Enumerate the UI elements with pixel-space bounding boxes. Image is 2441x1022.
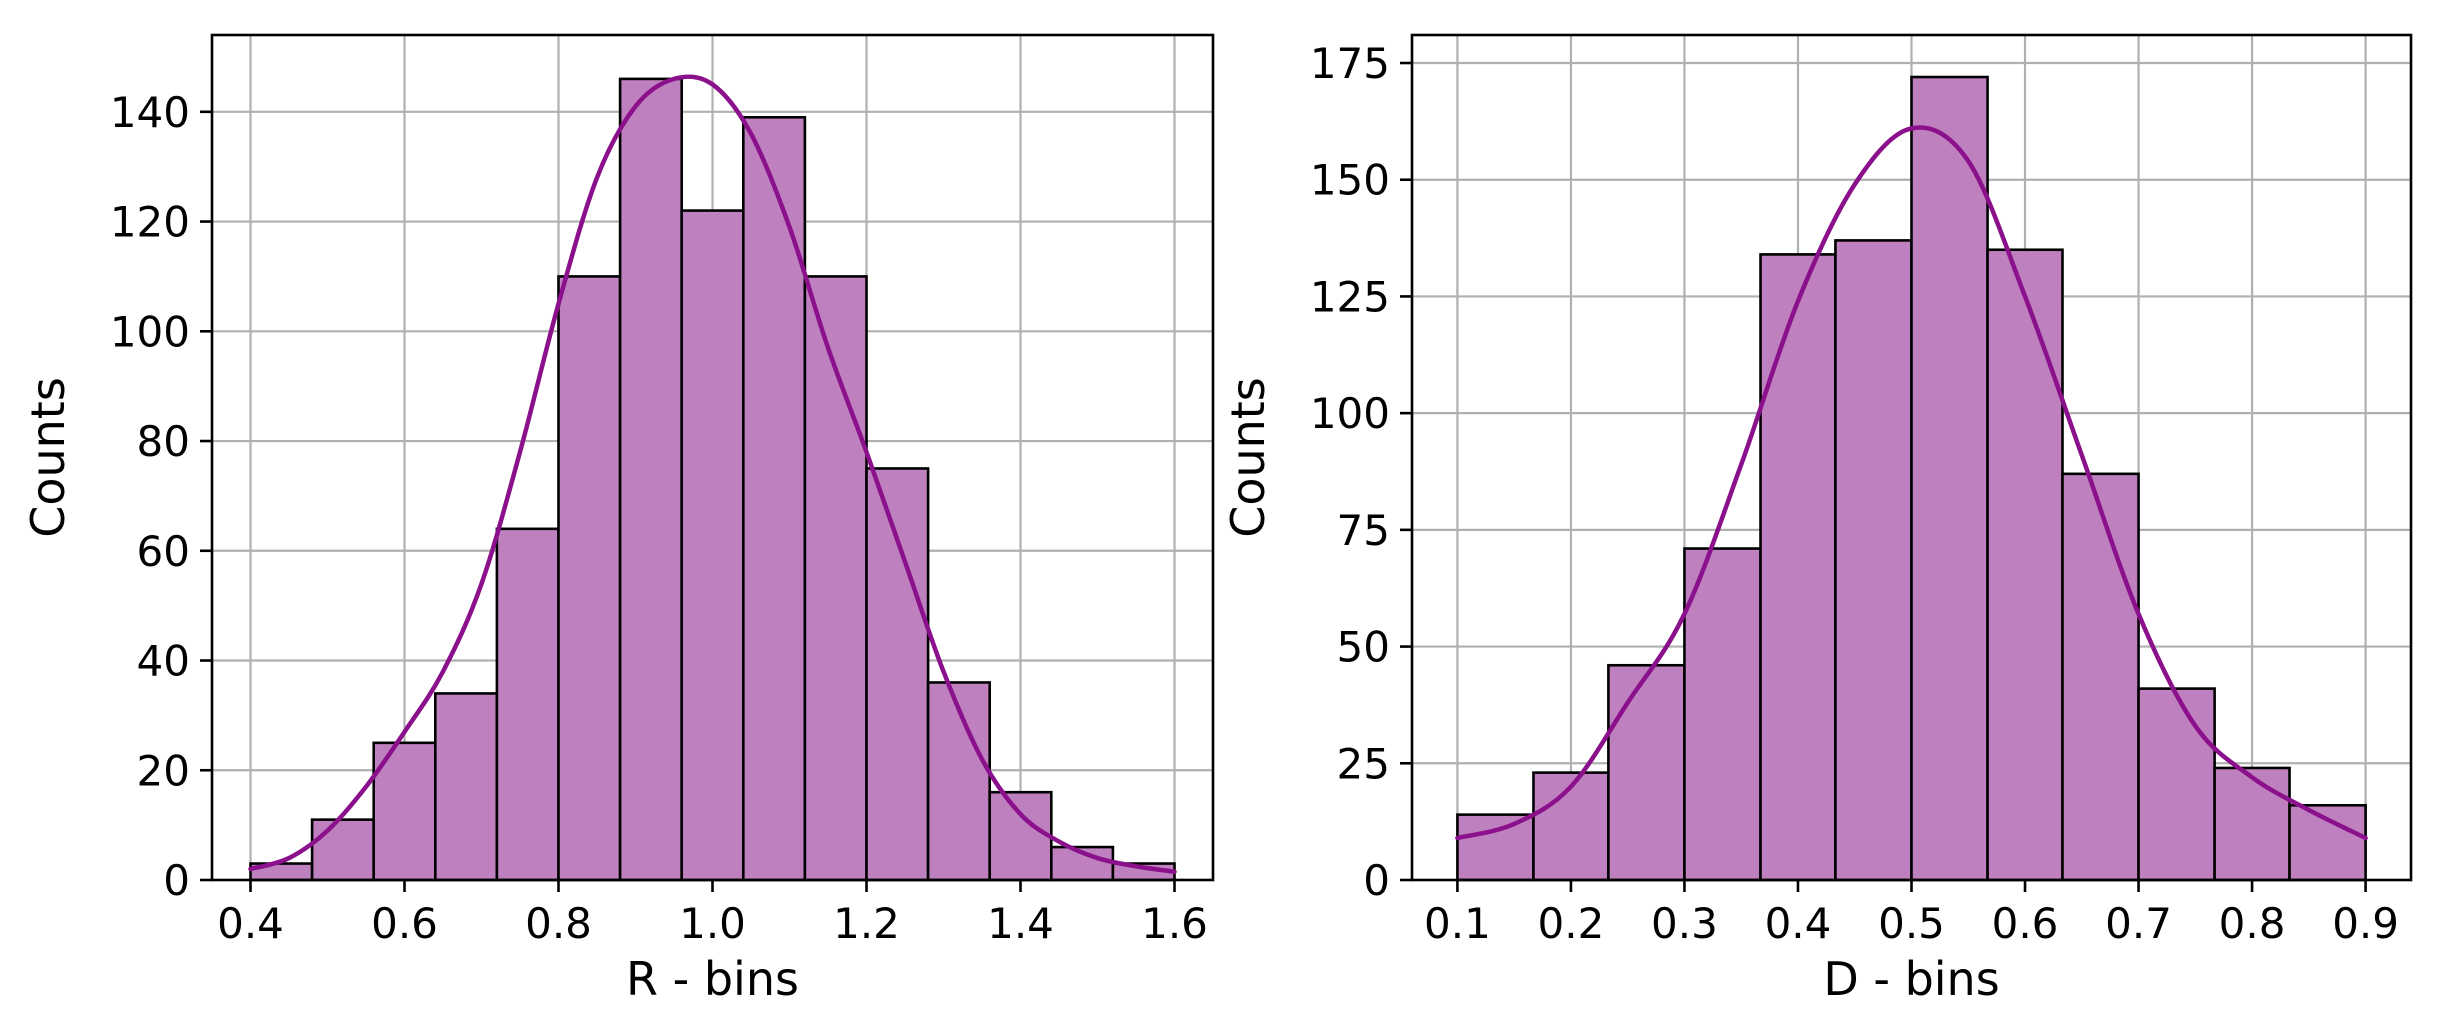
y-tick-label: 150 <box>1310 156 1390 205</box>
x-tick-label: 0.6 <box>1992 899 2059 948</box>
x-tick-label: 0.7 <box>2105 899 2172 948</box>
y-tick-label: 140 <box>110 88 190 137</box>
histogram-bar-3 <box>433 692 499 882</box>
x-tick-label: 0.4 <box>217 899 284 948</box>
x-tick-label: 0.1 <box>1424 899 1491 948</box>
histogram-bar-7 <box>680 209 745 882</box>
y-tick-label: 40 <box>137 637 190 686</box>
y-axis-label: Counts <box>21 377 75 538</box>
histogram-bar-9 <box>2137 687 2216 882</box>
y-tick-label: 100 <box>1310 389 1390 438</box>
y-tick-label: 175 <box>1310 39 1390 88</box>
x-tick-label: 0.4 <box>1765 899 1832 948</box>
histogram-panel-d: 0.1 0.2 0.3 0.4 0.5 0.6 0.7 0.8 0.9 0 25 50 75 100 125… <box>1221 33 2413 1006</box>
histogram-bar-11 <box>2288 804 2367 882</box>
y-tick-label: 125 <box>1310 272 1390 321</box>
x-axis-label: R - bins <box>626 952 799 1006</box>
y-tick-label: 75 <box>1337 506 1390 555</box>
histogram-bar-10 <box>865 467 930 882</box>
x-tick-label: 0.8 <box>2219 899 2286 948</box>
y-axis-label: Counts <box>1221 377 1275 538</box>
histogram-bar-2 <box>372 741 437 882</box>
y-tick-label: 120 <box>110 198 190 247</box>
histogram-bar-10 <box>2213 766 2291 882</box>
x-axis-label: D - bins <box>1823 952 1999 1006</box>
histogram-bar-3 <box>1683 547 1762 882</box>
histogram-bar-8 <box>2061 472 2140 882</box>
x-tick-label: 0.9 <box>2332 899 2399 948</box>
y-tick-label: 100 <box>110 307 190 356</box>
x-tick-label: 0.5 <box>1878 899 1945 948</box>
histogram-bar-4 <box>1759 253 1837 882</box>
y-tick-label: 50 <box>1337 623 1390 672</box>
x-tick-label: 1.4 <box>987 899 1054 948</box>
y-tick-label: 60 <box>137 527 190 576</box>
histogram-bar-6 <box>1910 75 1989 882</box>
histogram-bar-8 <box>741 116 807 882</box>
histogram-panel-r: 0.4 0.6 0.8 1.0 1.2 1.4 1.6 0 20 40 60 80 100 120 140 R… <box>21 33 1215 1006</box>
histogram-bar-0 <box>1456 813 1535 882</box>
histogram-bar-1 <box>310 818 376 882</box>
y-tick-label: 20 <box>137 746 190 795</box>
x-tick-label: 0.3 <box>1651 899 1718 948</box>
histogram-bar-7 <box>1986 248 2064 882</box>
histogram-bar-12 <box>988 790 1053 882</box>
x-tick-label: 0.8 <box>525 899 592 948</box>
y-tick-label: 0 <box>1363 856 1390 905</box>
x-tick-label: 0.2 <box>1538 899 1605 948</box>
x-tick-label: 1.6 <box>1141 899 1208 948</box>
y-tick-label: 25 <box>1337 739 1390 788</box>
bars <box>1456 75 2367 882</box>
y-tick-label: 80 <box>137 417 190 466</box>
kde-curve <box>248 74 1177 875</box>
x-tick-label: 0.6 <box>371 899 438 948</box>
x-tick-label: 1.0 <box>679 899 746 948</box>
y-tick-label: 0 <box>163 856 190 905</box>
histogram-bar-5 <box>557 275 622 882</box>
x-tick-label: 1.2 <box>833 899 900 948</box>
kde-curve <box>1455 125 2368 841</box>
histogram-bar-4 <box>495 527 560 882</box>
histogram-bar-2 <box>1607 663 1686 882</box>
histogram-bar-11 <box>926 681 991 882</box>
histogram-bar-5 <box>1834 239 1913 882</box>
histogram-bar-6 <box>618 77 683 882</box>
